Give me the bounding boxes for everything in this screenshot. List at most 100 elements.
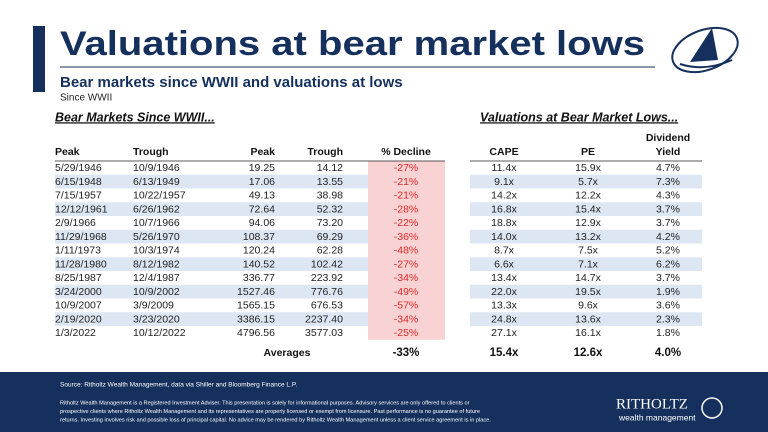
cell: 8/25/1987 (55, 272, 102, 284)
cell: 776.76 (311, 286, 343, 298)
logo-tagline: wealth management (618, 412, 696, 422)
cell: 3/9/2009 (133, 300, 174, 312)
cell: 6.2% (656, 258, 680, 270)
footer-band (0, 372, 768, 432)
left-section-title: Bear Markets Since WWII... (55, 110, 215, 124)
cell: -28% (394, 203, 419, 215)
cell: 3.7% (656, 203, 680, 215)
cell: 62.28 (317, 245, 343, 257)
cell: 7.1x (578, 258, 599, 270)
cell: 15.4x (575, 203, 601, 215)
column-header: Dividend (646, 132, 690, 144)
cell: 94.06 (249, 217, 275, 229)
cell: -21% (394, 176, 419, 188)
cell: 7.3% (656, 176, 680, 188)
column-header: Trough (133, 146, 169, 158)
cell: -25% (394, 327, 419, 339)
cell: 7.5x (578, 245, 599, 257)
cell: 676.53 (311, 300, 343, 312)
cell: 12.2x (575, 190, 601, 202)
cell: -49% (394, 286, 419, 298)
cell: 13.55 (317, 176, 343, 188)
row-shade (55, 202, 445, 216)
cell: 1.8% (656, 327, 680, 339)
cell: 6/26/1962 (133, 203, 180, 215)
cell: 6/13/1949 (133, 176, 180, 188)
cell: 12.9x (575, 217, 601, 229)
row-shade (55, 229, 445, 244)
cell: 336.77 (243, 272, 275, 284)
cell: 12/12/1961 (55, 203, 108, 215)
cell: 4796.56 (237, 327, 275, 339)
cell: 223.92 (311, 272, 343, 284)
cell: 19.5x (575, 286, 601, 298)
disclaimer-line: returns. Investing involves risk and pos… (60, 417, 491, 423)
cell: 3577.03 (305, 327, 343, 339)
row-shade (55, 174, 445, 189)
cell: 5/29/1946 (55, 162, 102, 174)
row-shade (470, 202, 702, 216)
cell: 4.3% (656, 190, 680, 202)
cell: 5.7x (578, 176, 599, 188)
row-shade (470, 312, 702, 326)
logo-name: RITHOLTZ (616, 396, 688, 412)
cell: 15.9x (575, 162, 601, 174)
cell: -57% (394, 300, 419, 312)
cell: 11.4x (492, 162, 518, 174)
cell: -21% (394, 190, 419, 202)
cell: 10/12/2022 (133, 327, 186, 339)
cell: 14.2x (491, 190, 517, 202)
right-section-title: Valuations at Bear Market Lows... (480, 110, 678, 124)
cell: -27% (394, 162, 419, 174)
row-shade (470, 257, 702, 271)
row-shade (470, 229, 702, 244)
cell: 10/9/2002 (133, 286, 180, 298)
cell: -34% (394, 272, 419, 284)
cell: 14.12 (317, 162, 343, 174)
cell: 3.6% (656, 300, 680, 312)
cell: 8.7x (494, 245, 515, 257)
cell: 3386.15 (237, 313, 275, 325)
cell: 1/11/1973 (55, 245, 101, 257)
cell: 22.0x (491, 286, 517, 298)
cell: 38.98 (317, 190, 343, 202)
cell: 4.7% (656, 162, 680, 174)
cell: 1527.46 (237, 286, 275, 298)
average: Averages (264, 347, 311, 359)
cell: 14.0x (491, 231, 517, 243)
average: -33% (393, 347, 420, 359)
cell: 2/9/1966 (55, 217, 96, 229)
cell: -36% (394, 231, 419, 243)
row-shade (470, 284, 702, 299)
cell: 16.8x (491, 203, 517, 215)
disclaimer-line: Ritholtz Wealth Management is a Register… (60, 400, 470, 406)
logo-mark (701, 397, 723, 419)
cell: 24.8x (491, 313, 517, 325)
cell: 108.37 (243, 231, 275, 243)
disclaimer-line: prospective clients where Ritholtz Wealt… (60, 409, 480, 415)
cell: 11/29/1968 (55, 231, 107, 243)
cell: 6/15/1948 (55, 176, 102, 188)
column-header: Yield (656, 146, 681, 158)
cell: 73.20 (317, 217, 343, 229)
cell: 102.42 (311, 258, 343, 270)
cell: 3.7% (656, 217, 680, 229)
column-header: Peak (55, 146, 80, 158)
cell: 27.1x (491, 327, 517, 339)
cell: 19.25 (249, 162, 275, 174)
cell: 69.29 (317, 231, 343, 243)
cell: 5.2% (656, 245, 680, 257)
note: Since WWII (60, 93, 112, 104)
average: 15.4x (490, 347, 519, 359)
cell: 6.6x (494, 258, 515, 270)
cell: 1565.15 (237, 300, 275, 312)
cell: 14.7x (575, 272, 601, 284)
column-header: PE (581, 146, 595, 158)
cell: 10/3/1974 (133, 245, 180, 257)
cell: 10/22/1957 (133, 190, 186, 202)
cell: 13.4x (491, 272, 517, 284)
cell: -34% (394, 313, 419, 325)
column-header: Peak (250, 146, 275, 158)
cell: 7/15/1957 (55, 190, 102, 202)
